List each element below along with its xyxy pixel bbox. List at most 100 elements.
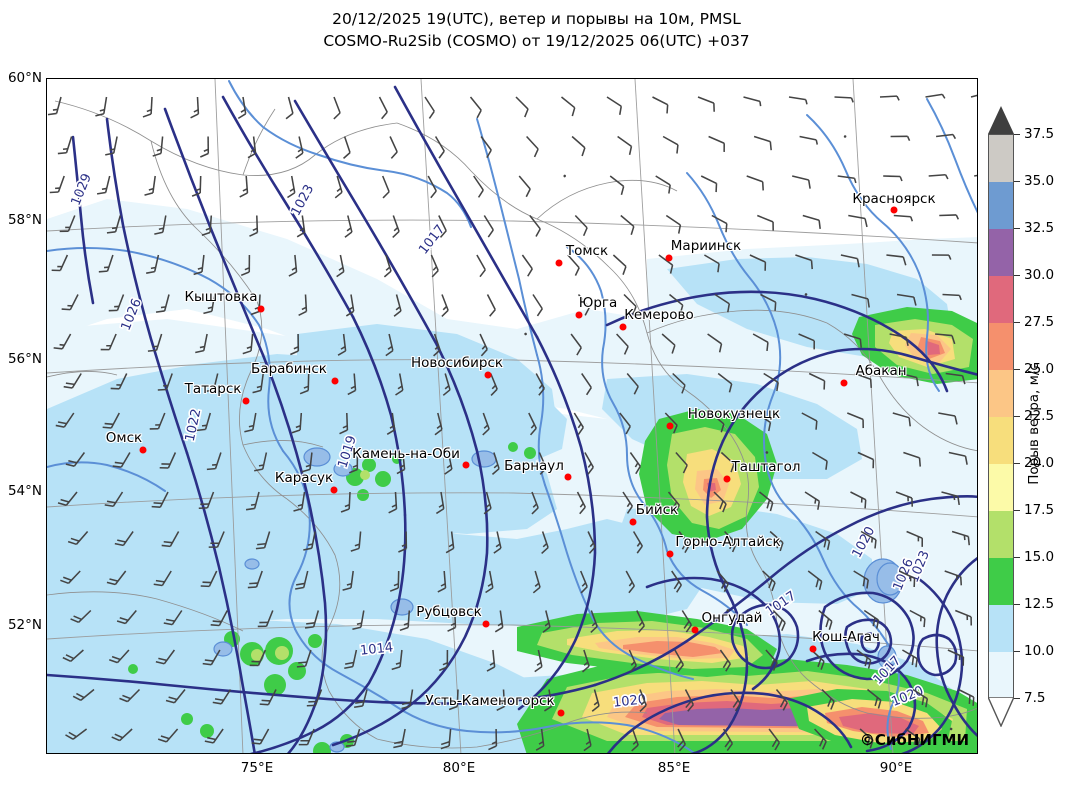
wind-barb — [208, 531, 225, 548]
wind-barb — [928, 173, 949, 180]
wind-barb — [298, 728, 315, 746]
city-marker-dot — [666, 550, 674, 558]
city-marker-dot — [257, 305, 265, 313]
wind-barb — [746, 175, 764, 191]
city-marker-dot — [482, 620, 490, 628]
wind-barb — [856, 649, 872, 669]
wind-barb — [857, 451, 875, 469]
wind-barb — [151, 491, 169, 508]
wind-barb — [662, 135, 679, 154]
wind-barb — [889, 333, 909, 346]
wind-barb — [298, 294, 308, 317]
colorbar-tick-label: 22.5 — [1024, 408, 1055, 424]
city-label: Абакан — [855, 363, 907, 379]
colorbar-tick-mark — [1014, 228, 1020, 230]
lat-tick-label: 52°N — [7, 617, 42, 633]
isobar-label: 1020 — [612, 692, 646, 710]
wind-barb — [860, 530, 877, 549]
wind-barb — [49, 175, 65, 194]
colorbar-bands[interactable] — [988, 134, 1014, 698]
wind-barb — [804, 293, 808, 296]
wind-barb — [532, 570, 541, 594]
wind-barb — [161, 531, 180, 548]
wind-barb — [970, 91, 977, 98]
wind-barb — [157, 728, 179, 743]
wind-barb — [850, 491, 867, 509]
city-marker-dot — [484, 371, 492, 379]
lat-tick-label: 56°N — [7, 351, 42, 367]
wind-barb — [837, 175, 857, 184]
wind-barb — [570, 333, 582, 356]
colorbar-tick-mark — [1014, 275, 1020, 277]
wind-barb — [655, 175, 671, 194]
wind-barb — [563, 174, 567, 178]
rivers-layer — [47, 80, 977, 753]
wind-barb — [146, 254, 160, 274]
wind-barb — [424, 96, 435, 119]
wind-barb — [61, 294, 79, 311]
wind-barb — [743, 96, 762, 107]
wind-barb — [753, 135, 772, 151]
map-canvas[interactable]: 1029 1026 1023 1017 1022 1019 1014 1020 1017 1020… — [46, 78, 978, 754]
wind-barb — [801, 412, 818, 430]
wind-barb — [482, 412, 490, 436]
wind-barb — [716, 570, 729, 593]
wind-barb — [579, 570, 588, 594]
colorbar-tick-label: 10.0 — [1024, 643, 1055, 659]
wind-barb — [788, 96, 808, 105]
wind-barb — [395, 373, 404, 396]
city-label: Усть-Каменогорск — [425, 693, 555, 709]
wind-barb — [895, 491, 914, 507]
colorbar[interactable]: 37.5 35.0 32.5 30.0 27.5 25.0 22.5 20.0 17.5 15.0… — [988, 106, 1054, 727]
wind-barb — [958, 688, 975, 706]
wind-barb — [62, 649, 84, 663]
wind-barb — [70, 609, 92, 624]
city-marker-dot — [840, 379, 848, 387]
wind-barb — [768, 728, 781, 751]
city-label: Кош-Агач — [812, 629, 880, 645]
wind-barb — [442, 373, 451, 396]
wind-barb — [531, 491, 539, 515]
wind-barb — [524, 332, 527, 336]
wind-barb — [389, 570, 400, 592]
wind-barb — [299, 373, 310, 395]
wind-barb — [398, 531, 408, 553]
wind-barb — [821, 688, 835, 710]
city-marker-dot — [242, 397, 250, 405]
wind-barb — [535, 373, 545, 396]
wind-barb — [119, 688, 141, 703]
wind-barb — [807, 570, 823, 590]
wind-barb — [105, 136, 118, 156]
wind-barb — [296, 649, 312, 668]
colorbar-axis-label: Порыв ветра, м/с — [1026, 363, 1042, 485]
wind-barb — [57, 136, 73, 155]
city-marker-dot — [629, 518, 637, 526]
wind-barb — [385, 333, 394, 357]
wind-barb — [383, 254, 392, 278]
wind-barb — [301, 452, 313, 473]
wind-barb — [749, 254, 767, 271]
wind-barb — [381, 175, 390, 199]
city-marker-dot — [691, 626, 699, 634]
wind-barb — [195, 333, 208, 354]
city-label: Новокузнецк — [687, 406, 781, 422]
wind-barb — [879, 95, 900, 101]
wind-barb — [251, 728, 270, 745]
wind-barb — [389, 136, 398, 159]
lon-tick-label: 85°E — [657, 760, 691, 776]
wind-barb — [344, 215, 353, 238]
wind-barb — [798, 333, 815, 350]
wind-barb — [198, 491, 215, 510]
wind-barb — [590, 610, 598, 633]
wind-barb — [96, 175, 111, 195]
wind-barb — [112, 452, 131, 468]
wind-barb — [576, 491, 586, 515]
wind-barb — [343, 136, 351, 159]
colorbar-tick-mark — [1014, 557, 1020, 559]
wind-barb — [528, 412, 537, 436]
wind-barb — [763, 372, 779, 392]
colorbar-tick-label: 35.0 — [1024, 173, 1055, 189]
wind-barb — [903, 451, 922, 467]
colorbar-tick-label: 12.5 — [1024, 596, 1055, 612]
wind-barb — [808, 372, 826, 390]
